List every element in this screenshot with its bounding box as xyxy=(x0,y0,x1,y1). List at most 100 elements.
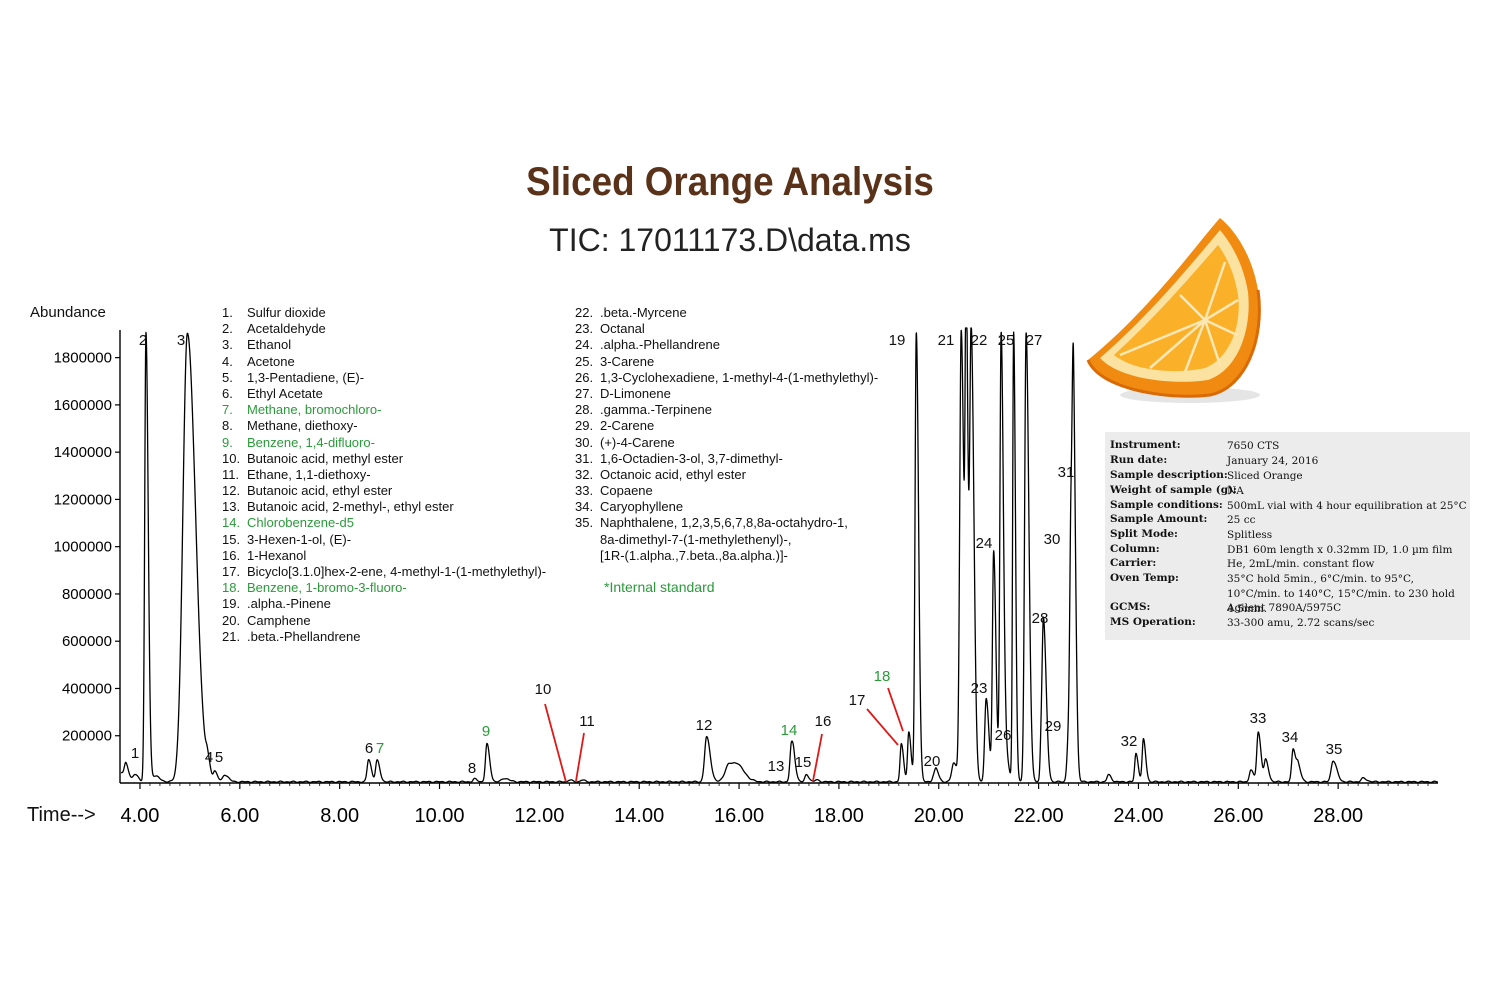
compound-legend-item: 28. .gamma.-Terpinene xyxy=(575,402,878,418)
compound-legend-item: 14. Chlorobenzene-d5 xyxy=(222,515,546,531)
compound-legend-item: 33. Copaene xyxy=(575,483,878,499)
compound-number: 24. xyxy=(575,337,594,353)
peak-label: 10 xyxy=(535,681,552,698)
x-tick-label: 16.00 xyxy=(714,805,764,827)
compound-legend-item: 8. Methane, diethoxy- xyxy=(222,418,546,434)
info-key: Oven Temp: xyxy=(1110,572,1179,584)
compound-number: 6. xyxy=(222,385,233,401)
compound-legend-item: 5. 1,3-Pentadiene, (E)- xyxy=(222,370,546,386)
compound-number: 8. xyxy=(222,418,233,434)
compound-legend-item: 34. Caryophyllene xyxy=(575,499,878,515)
x-tick-label: 14.00 xyxy=(614,805,664,827)
compound-name: .alpha.-Phellandrene xyxy=(600,337,720,353)
compound-number: 9. xyxy=(222,434,233,450)
peak-label: 33 xyxy=(1250,710,1267,727)
x-tick-label: 10.00 xyxy=(414,805,464,827)
compound-legend-item: 19. .alpha.-Pinene xyxy=(222,596,546,612)
compound-number: 16. xyxy=(222,547,241,563)
peak-label: 5 xyxy=(215,749,223,766)
compound-number: 26. xyxy=(575,369,594,385)
compound-number: 14. xyxy=(222,515,241,531)
compound-legend-column-2: 22. .beta.-Myrcene 23. Octanal 24. .alpha.-Ph… xyxy=(575,305,878,564)
compound-number: 13. xyxy=(222,499,241,515)
compound-number: 28. xyxy=(575,402,594,418)
compound-number: 20. xyxy=(222,612,241,628)
peak-label: 9 xyxy=(482,723,490,740)
compound-name: .beta.-Myrcene xyxy=(600,305,687,320)
peak-label: 7 xyxy=(376,740,384,757)
compound-number: 22. xyxy=(575,305,594,320)
compound-name: Ethyl Acetate xyxy=(247,385,323,401)
compound-name: D-Limonene xyxy=(600,385,671,401)
compound-name: .gamma.-Terpinene xyxy=(600,402,712,418)
compound-name: 1,3-Cyclohexadiene, 1-methyl-4-(1-methyl… xyxy=(600,369,879,385)
compound-name: (+)-4-Carene xyxy=(600,434,675,450)
compound-name: Naphthalene, 1,2,3,5,6,7,8,8a-octahydro-… xyxy=(600,515,848,531)
y-tick-label: 1800000 xyxy=(54,350,112,367)
compound-name: Ethane, 1,1-diethoxy- xyxy=(247,466,371,482)
page-subtitle: TIC: 17011173.D\data.ms xyxy=(549,222,911,258)
peak-pointer-line xyxy=(866,708,899,746)
compound-number: 33. xyxy=(575,483,594,499)
compound-name: .alpha.-Pinene xyxy=(247,596,331,612)
info-value: January 24, 2016 xyxy=(1227,455,1319,467)
compound-name: 3-Hexen-1-ol, (E)- xyxy=(247,531,352,547)
compound-number: 1. xyxy=(222,305,233,320)
x-tick-label: 26.00 xyxy=(1213,805,1263,827)
peak-label: 1 xyxy=(131,745,139,762)
compound-legend-item: 29. 2-Carene xyxy=(575,418,878,434)
x-tick-label: 8.00 xyxy=(320,805,359,827)
page-title: Sliced Orange Analysis xyxy=(526,160,934,204)
compound-legend-item: 18. Benzene, 1-bromo-3-fluoro- xyxy=(222,580,546,596)
y-axis-title: Abundance xyxy=(30,304,106,321)
info-value: He, 2mL/min. constant flow xyxy=(1227,558,1375,570)
compound-legend-item: 31. 1,6-Octadien-3-ol, 3,7-dimethyl- xyxy=(575,451,878,467)
info-key: Weight of sample (g): xyxy=(1110,484,1237,496)
peak-label: 6 xyxy=(365,740,373,757)
compound-legend-column-1: 1. Sulfur dioxide 2. Acetaldehyde 3. Ethanol 4… xyxy=(222,305,546,645)
info-key: Sample Amount: xyxy=(1110,513,1208,525)
peak-label: 26 xyxy=(995,727,1012,744)
y-tick-label: 600000 xyxy=(62,633,112,650)
internal-standard-note: *Internal standard xyxy=(604,579,715,595)
compound-legend-item: 17. Bicyclo[3.1.0]hex-2-ene, 4-methyl-1-(… xyxy=(222,564,546,580)
compound-legend-item: 10. Butanoic acid, methyl ester xyxy=(222,451,546,467)
compound-name: 3-Carene xyxy=(600,353,655,369)
compound-number: 17. xyxy=(222,564,241,579)
peak-label: 4 xyxy=(205,749,213,766)
info-value: 35°C hold 5min., 6°C/min. to 95°C, 10°C/… xyxy=(1227,573,1455,615)
compound-name: Butanoic acid, methyl ester xyxy=(247,450,404,466)
compound-number: 32. xyxy=(575,466,594,482)
compound-legend-item: 13. Butanoic acid, 2-methyl-, ethyl ester xyxy=(222,499,546,515)
x-tick-label: 28.00 xyxy=(1313,805,1363,827)
y-tick-label: 400000 xyxy=(62,680,112,697)
compound-legend-item: 11. Ethane, 1,1-diethoxy- xyxy=(222,467,546,483)
compound-legend-item: 27. D-Limonene xyxy=(575,386,878,402)
peak-label: 29 xyxy=(1045,718,1062,735)
compound-name: Octanal xyxy=(600,321,645,337)
peak-label: 35 xyxy=(1326,741,1343,758)
x-tick-label: 24.00 xyxy=(1113,805,1163,827)
peak-label: 13 xyxy=(768,758,785,775)
peak-label: 34 xyxy=(1282,729,1299,746)
x-tick-label: 18.00 xyxy=(814,805,864,827)
compound-legend-item: 1. Sulfur dioxide xyxy=(222,305,546,321)
x-axis-title: Time--> xyxy=(27,804,96,826)
compound-legend-item: 24. .alpha.-Phellandrene xyxy=(575,337,878,353)
compound-name: Acetaldehyde xyxy=(247,321,326,337)
info-value: 7650 CTS xyxy=(1227,440,1280,452)
peak-label: 20 xyxy=(924,753,941,770)
x-tick-label: 4.00 xyxy=(121,805,160,827)
info-key: MS Operation: xyxy=(1110,616,1196,628)
y-tick-label: 1000000 xyxy=(54,539,112,556)
chart-axes: 2000004000006000008000001000000120000014… xyxy=(54,330,1438,827)
compound-legend-item: 4. Acetone xyxy=(222,354,546,370)
compound-legend-continuation: [1R-(1.alpha.,7.beta.,8a.alpha.)]- xyxy=(600,547,788,563)
info-value: 33-300 amu, 2.72 scans/sec xyxy=(1227,617,1375,629)
compound-number: 19. xyxy=(222,596,241,612)
compound-number: 15. xyxy=(222,531,241,547)
compound-number: 2. xyxy=(222,321,233,337)
peak-pointer-line xyxy=(812,733,823,782)
peak-label: 18 xyxy=(874,668,891,685)
compound-number: 3. xyxy=(222,337,233,353)
